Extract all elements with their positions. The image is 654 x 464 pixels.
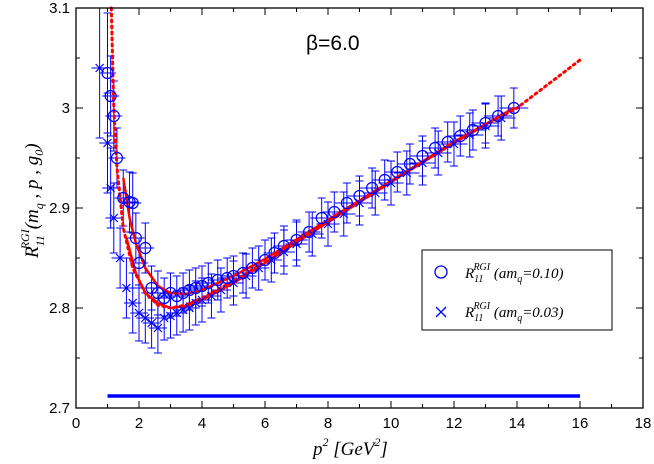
data-point-circle [129, 231, 142, 245]
data-point-x [197, 295, 207, 305]
data-point-circle [101, 66, 114, 80]
x-tick-label: 0 [72, 415, 80, 432]
x-tick-label: 2 [135, 415, 143, 432]
data-point-circle [378, 173, 391, 187]
data-point-x [153, 323, 163, 333]
data-point-x [95, 63, 105, 73]
legend-box [421, 249, 613, 331]
data-point-x [140, 313, 150, 323]
data-point-circle [107, 109, 120, 123]
data-point-x [386, 178, 396, 188]
legend-marker-x [435, 306, 447, 318]
x-tick-label: 6 [261, 415, 269, 432]
data-point-circle [132, 256, 146, 270]
legend-entry-x: R11RGI (amq=0.03) [464, 301, 564, 324]
x-axis-label: p2 [GeV2] [311, 435, 388, 460]
data-point-x [496, 113, 506, 123]
data-point-x [128, 298, 138, 308]
data-point-circle [416, 149, 429, 163]
data-point-x [172, 308, 182, 318]
data-point-circle [126, 196, 139, 210]
data-point-circle [328, 205, 341, 219]
data-point-circle [164, 286, 177, 300]
data-point-x [254, 263, 264, 273]
data-point-x [402, 168, 412, 178]
data-point-circle [195, 279, 209, 293]
data-point-x [216, 285, 226, 295]
data-point-circle [189, 281, 202, 295]
data-point-x [207, 291, 216, 301]
data-point-circle [466, 123, 479, 137]
data-point-circle [117, 191, 130, 205]
data-point-x [279, 247, 289, 257]
x-tick-label: 4 [198, 415, 206, 432]
data-point-x [121, 283, 131, 293]
x-tick-label: 18 [635, 415, 652, 432]
data-point-circle [104, 89, 117, 103]
y-axis-label: R11RGI(mq , p , g0) [18, 143, 47, 259]
legend-entry-circle: R11RGI (amq=0.10) [464, 262, 564, 285]
x-tick-label: 16 [572, 415, 589, 432]
data-point-circle [110, 151, 124, 165]
data-point-circle [139, 241, 152, 255]
x-tick-label: 14 [509, 415, 526, 432]
axis-ticks: 0 2 4 6 8 10 12 14 16 18 2.7 2.8 2.9 3 3.1 [49, 0, 651, 432]
data-point-circle [183, 283, 196, 297]
data-point-x [134, 308, 144, 318]
data-point-circle [507, 101, 520, 115]
y-tick-label: 2.7 [49, 400, 70, 417]
data-point-x [433, 148, 443, 158]
data-point-x [166, 311, 175, 321]
data-point-x [307, 229, 317, 239]
data-point-x [449, 139, 459, 149]
data-point-x [159, 313, 169, 323]
data-point-x [147, 318, 157, 328]
legend: R11RGI (amq=0.10) R11RGI (amq=0.03) [421, 249, 613, 331]
data-point-x [266, 255, 276, 265]
data-point-x [103, 138, 112, 148]
data-point-circle [391, 165, 404, 179]
data-point-x [370, 188, 380, 198]
data-point-x [323, 219, 333, 229]
data-point-x [418, 158, 427, 168]
data-point-x [178, 305, 188, 315]
data-point-circle [221, 271, 234, 285]
y-tick-label: 2.9 [49, 200, 70, 217]
data-point-circle [441, 135, 454, 149]
annotation-beta: β=6.0 [306, 32, 360, 55]
data-point-x [355, 198, 364, 208]
data-point-x [292, 239, 301, 249]
data-point-circle [315, 211, 328, 225]
y-tick-label: 3 [62, 100, 70, 117]
x-tick-label: 8 [324, 415, 332, 432]
data-point-circle [268, 246, 281, 260]
data-point-circle [340, 196, 353, 210]
x-tick-label: 12 [446, 415, 463, 432]
data-point-circle [170, 289, 183, 303]
x-tick-label: 10 [383, 415, 400, 432]
data-point-circle [429, 141, 442, 155]
data-markers [95, 63, 520, 333]
data-point-circle [177, 286, 190, 300]
data-point-circle [366, 181, 379, 195]
data-point-x [465, 130, 475, 140]
data-point-circle [211, 273, 224, 287]
data-point-x [109, 213, 119, 223]
data-point-circle [353, 189, 366, 203]
data-point-x [115, 253, 125, 263]
data-point-circle [479, 116, 492, 130]
y-tick-label: 2.8 [49, 300, 70, 317]
data-point-x [339, 209, 349, 219]
data-point-x [229, 278, 238, 288]
legend-marker-circle [434, 265, 448, 279]
data-point-x [481, 121, 490, 131]
data-point-circle [454, 129, 467, 143]
data-point-x [241, 271, 251, 281]
data-point-x [184, 303, 194, 313]
data-point-x [106, 183, 116, 193]
data-point-x [191, 298, 201, 308]
y-tick-label: 3.1 [49, 0, 70, 17]
data-point-circle [290, 233, 303, 247]
